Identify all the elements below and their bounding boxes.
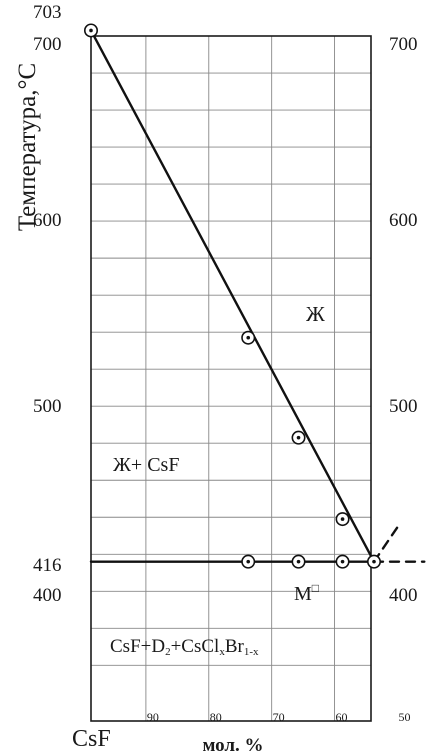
y-tick-right: 400: [389, 585, 418, 606]
y-tick-left: 400: [33, 585, 62, 606]
x-tick: 70: [273, 710, 285, 724]
region-label-solid: CsF+D2+CsClxBr1-x: [110, 636, 259, 658]
y-tick-right: 600: [389, 210, 418, 231]
y-tick-left: 600: [33, 210, 62, 231]
formula-part: Br: [225, 636, 245, 657]
annotations: Ж Ж+ CsF M□ CsF+D2+CsClxBr1-x: [110, 302, 325, 658]
data-point-center: [340, 517, 345, 521]
formula-part: CsF+D: [110, 636, 165, 657]
x-tick: 60: [336, 710, 348, 724]
plot-frame: [90, 35, 372, 722]
data-point-center: [246, 335, 251, 340]
x-tick: 50: [398, 710, 410, 724]
data-point-center: [246, 559, 251, 564]
tick-labels: 703 700 600 500 416 400 700 600 500 400 90 80 70 60 50: [33, 2, 418, 724]
data-point-center: [296, 435, 301, 440]
dashed-extension: [372, 523, 401, 563]
series-line-liquidus: [89, 29, 376, 563]
data-point-center: [340, 559, 345, 564]
y-tick-right: 500: [389, 396, 418, 417]
series: [89, 29, 426, 563]
x-axis-csf-label: CsF: [72, 726, 111, 752]
y-axis-label: Температура,°C: [14, 63, 41, 231]
y-tick-right: 700: [389, 34, 418, 55]
x-axis-label: мол. %: [202, 735, 263, 755]
y-tick-left: 416: [33, 555, 62, 576]
region-label-liquid: Ж: [306, 302, 325, 326]
grid: [91, 36, 371, 721]
y-tick-left: 500: [33, 396, 62, 417]
subscript: x: [219, 646, 225, 658]
data-point-center: [296, 559, 301, 564]
subscript: 1-x: [244, 646, 259, 658]
eutectic-label: M□: [294, 581, 319, 605]
y-tick-left: 700: [33, 34, 62, 55]
y-tick-left: 703: [33, 2, 62, 23]
formula-part: +CsCl: [171, 636, 220, 657]
data-point-center: [372, 559, 376, 564]
subscript: 2: [165, 646, 171, 658]
x-tick: 80: [210, 710, 222, 724]
data-points: [84, 23, 381, 569]
region-label-liquid-csf: Ж+ CsF: [113, 454, 179, 476]
eutectic-marker: □: [312, 581, 319, 595]
data-point-center: [89, 28, 93, 33]
x-tick: 90: [147, 710, 159, 724]
